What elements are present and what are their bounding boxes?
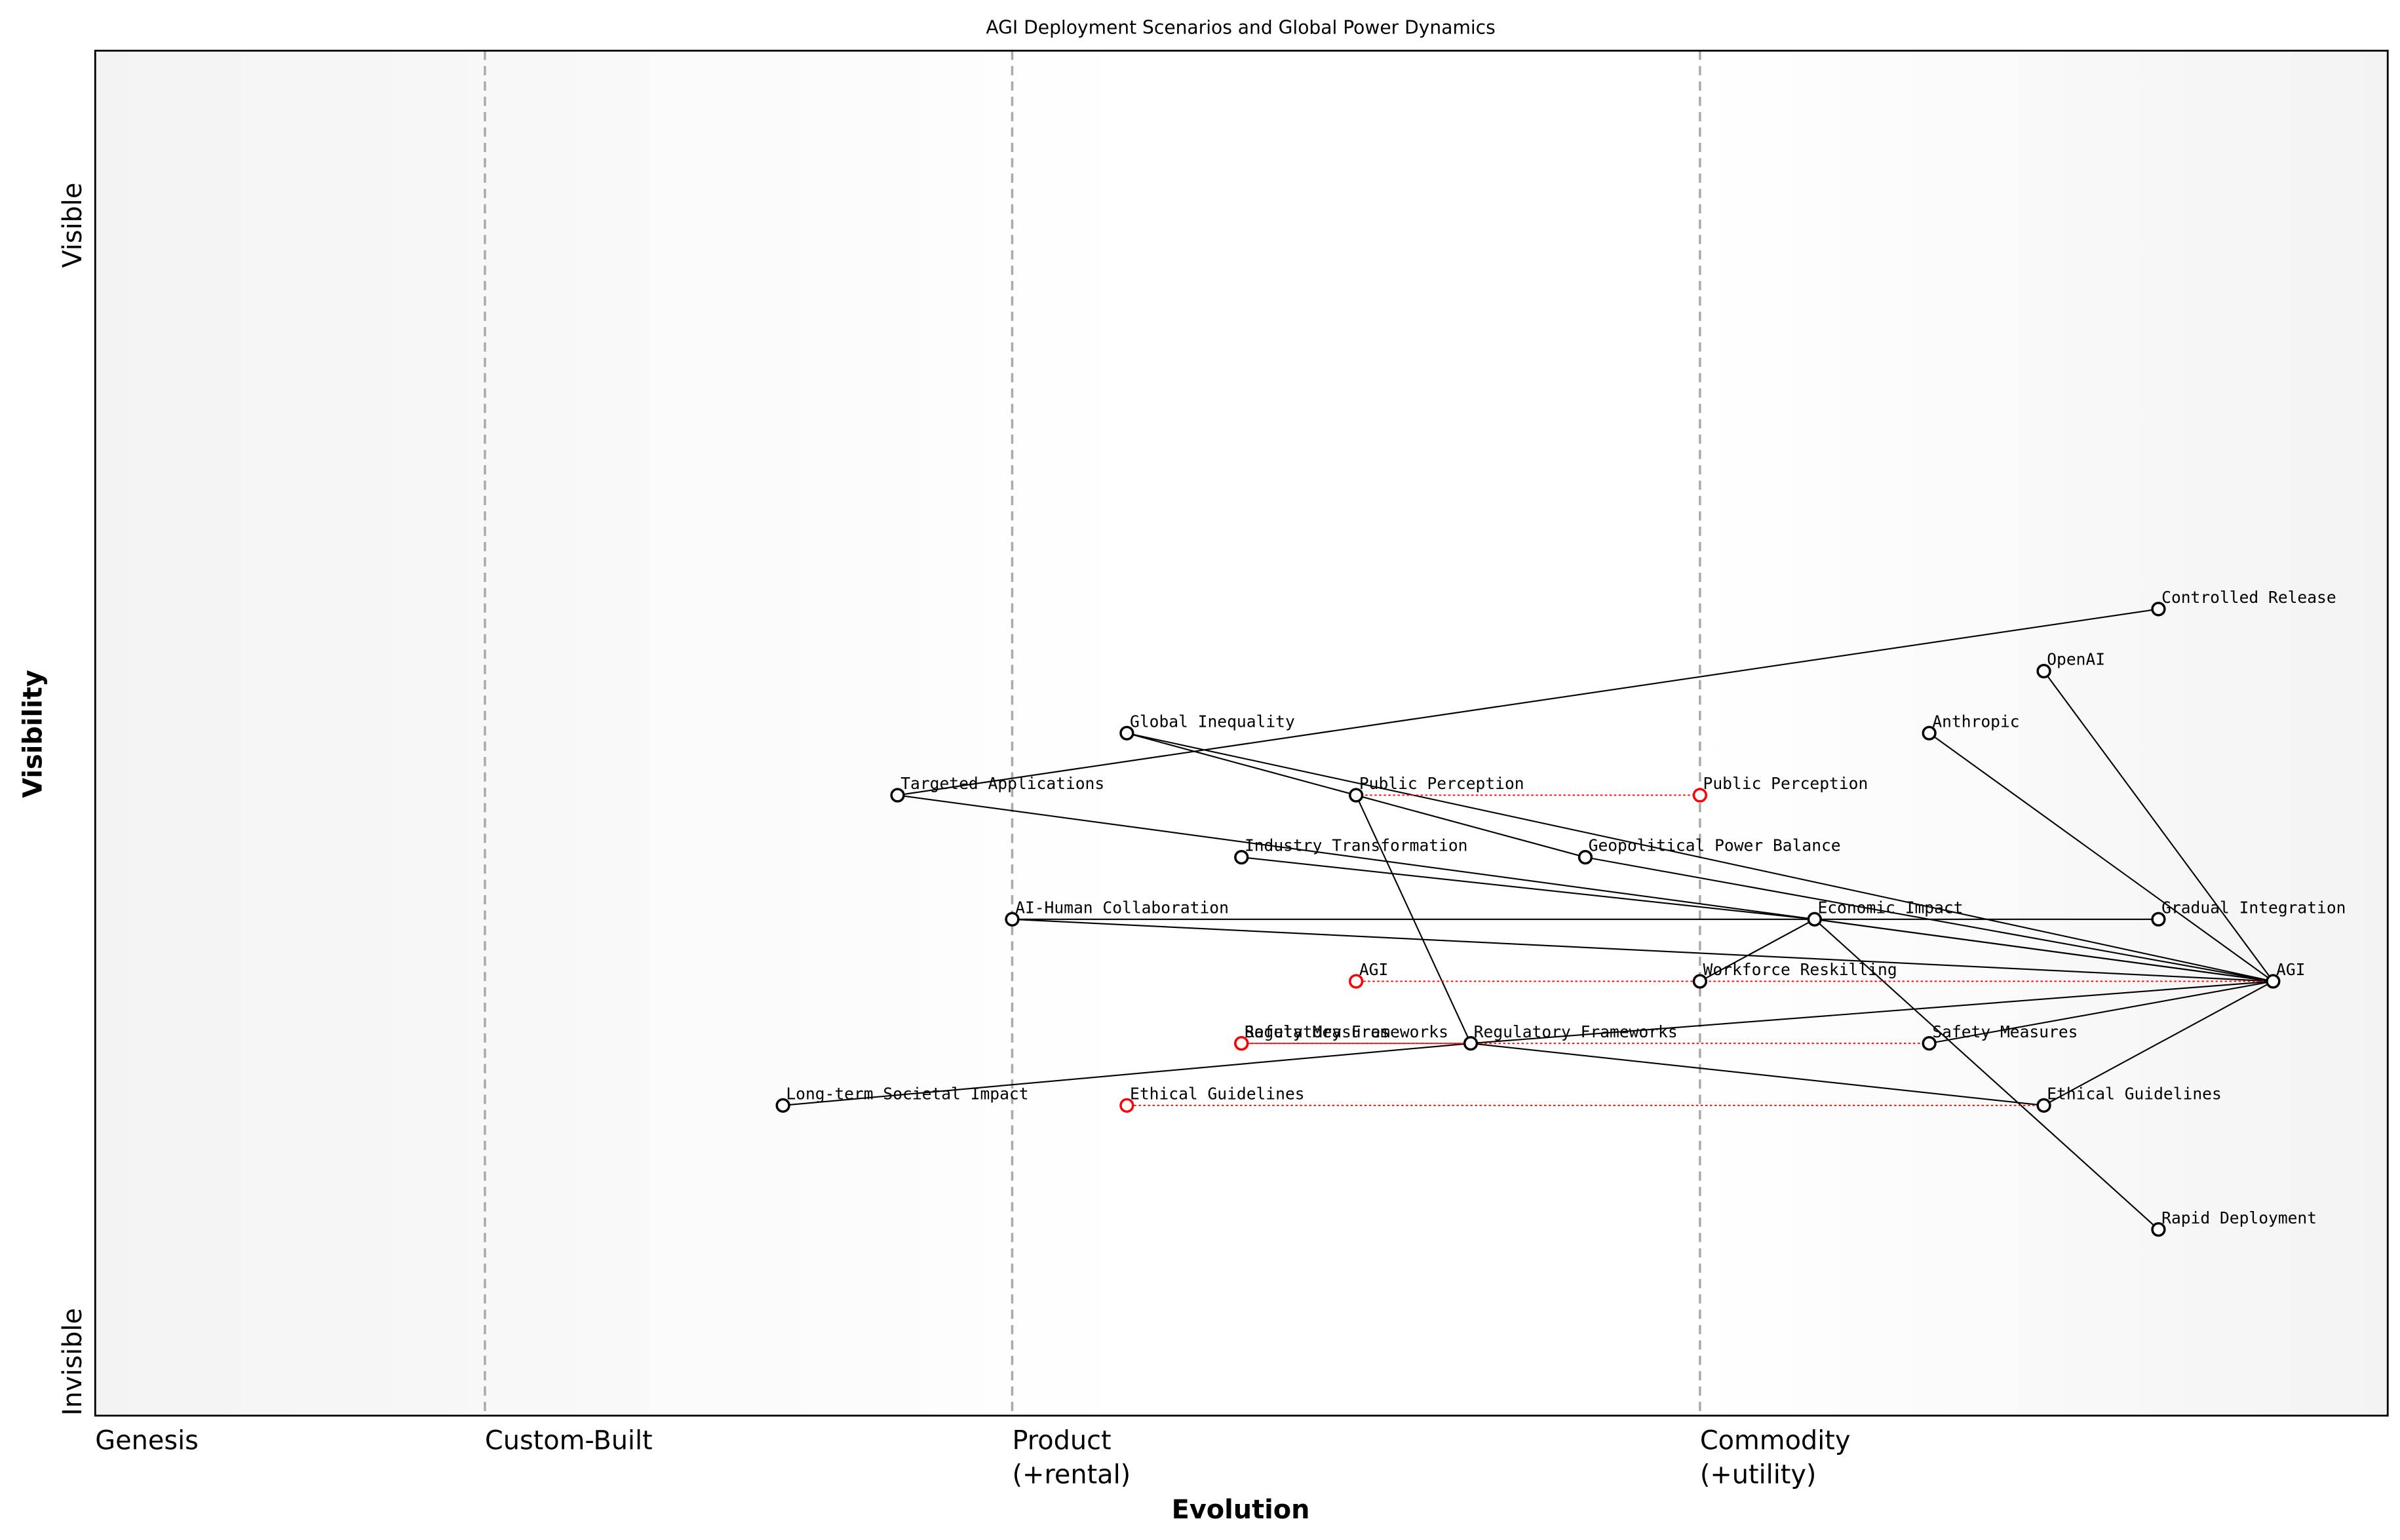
component-label: Rapid Deployment: [2161, 1208, 2317, 1227]
component-label: Safety Measures: [1932, 1022, 2078, 1041]
y-axis-label: Visibility: [18, 670, 48, 798]
component: [2036, 1098, 2051, 1113]
component-label: AI-Human Collaboration: [1015, 898, 1229, 917]
component-label: Geopolitical Power Balance: [1589, 836, 1841, 855]
component-label: Ethical Guidelines: [2047, 1084, 2222, 1103]
evolved-component: [1349, 974, 1364, 989]
component-label: Public Perception: [1359, 774, 1524, 793]
x-tick-label: Custom-Built: [485, 1426, 653, 1456]
component-label: Long-term Societal Impact: [786, 1084, 1028, 1103]
component: [1463, 1036, 1479, 1051]
evolved-label: Safety Measures: [1245, 1022, 1390, 1041]
component-label: Economic Impact: [1817, 898, 1963, 917]
component-label: Workforce Reskilling: [1703, 960, 1897, 979]
component: [1349, 788, 1364, 803]
component: [1692, 974, 1707, 989]
x-tick-label: Product (+rental): [1012, 1426, 1131, 1490]
component-label: OpenAI: [2047, 650, 2105, 669]
x-tick-label: Commodity (+utility): [1700, 1426, 1851, 1490]
component-label: Controlled Release: [2161, 588, 2336, 607]
component-label: Global Inequality: [1130, 712, 1295, 731]
link: [783, 1043, 1471, 1106]
evolved-label: Ethical Guidelines: [1130, 1084, 1305, 1103]
y-tick-label: Visible: [58, 183, 88, 268]
component: [2151, 1222, 2166, 1237]
link: [1929, 980, 2274, 1045]
component: [1922, 1036, 1937, 1051]
link: [1470, 1043, 2044, 1106]
component: [1577, 849, 1593, 865]
link: [1929, 732, 2274, 982]
link: [2043, 670, 2274, 982]
y-tick-label: Invisible: [58, 1308, 88, 1415]
link: [1012, 918, 2274, 982]
evolved-label: AGI: [1359, 960, 1388, 979]
link: [1814, 918, 2274, 982]
chart-title: AGI Deployment Scenarios and Global Powe…: [986, 17, 1495, 39]
evolved-component: [1234, 1036, 1249, 1051]
component: [2151, 912, 2166, 927]
evolved-component: [1119, 1098, 1134, 1113]
link: [1814, 919, 2159, 1230]
component: [1005, 912, 1020, 927]
link: [1127, 732, 2274, 982]
component: [890, 788, 905, 803]
component-label: Industry Transformation: [1245, 836, 1468, 855]
x-tick-label: Genesis: [95, 1426, 199, 1456]
component: [2266, 974, 2281, 989]
component: [1234, 849, 1249, 865]
component: [775, 1098, 790, 1113]
plot-frame: [94, 49, 2389, 1417]
link: [1585, 857, 2274, 982]
link: [2043, 980, 2274, 1106]
plot-background: [95, 50, 2388, 1416]
link: [1699, 918, 1815, 982]
component: [1807, 912, 1822, 927]
link: [1241, 857, 1815, 920]
component: [1119, 725, 1134, 741]
component-label: Gradual Integration: [2161, 898, 2346, 917]
component-label: Anthropic: [1932, 712, 2019, 731]
component: [1922, 725, 1937, 741]
x-axis-label: Evolution: [1172, 1495, 1310, 1525]
component-label: Regulatory Frameworks: [1474, 1022, 1678, 1041]
component-label: AGI: [2276, 960, 2305, 979]
plot-layer: AGI Public Perception Regulatory Framework…: [484, 50, 2346, 1416]
link: [1470, 980, 2274, 1045]
evolved-component: [1692, 788, 1707, 803]
component-label: Targeted Applications: [900, 774, 1104, 793]
component: [2151, 602, 2166, 617]
link: [897, 608, 2159, 796]
evolved-label: Public Perception: [1703, 774, 1868, 793]
evolved-label: Regulatory Frameworks: [1245, 1022, 1448, 1041]
component: [2036, 663, 2051, 679]
